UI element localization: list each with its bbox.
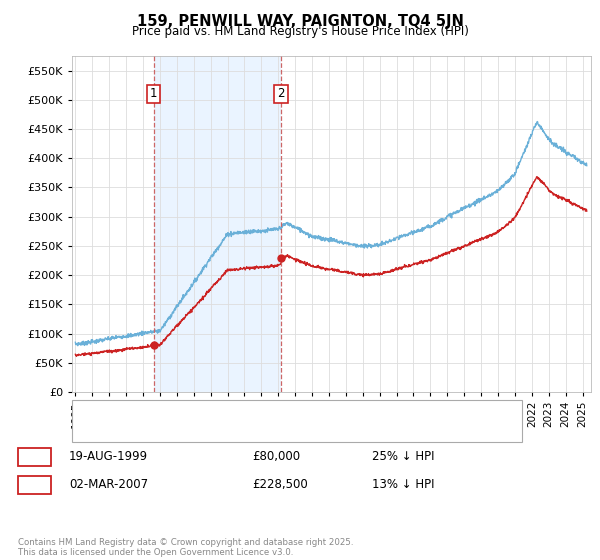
Text: 1: 1 — [31, 450, 38, 464]
Text: 19-AUG-1999: 19-AUG-1999 — [69, 450, 148, 464]
Text: 02-MAR-2007: 02-MAR-2007 — [69, 478, 148, 492]
Text: HPI: Average price, detached house, Torbay: HPI: Average price, detached house, Torb… — [111, 424, 338, 435]
Text: £228,500: £228,500 — [252, 478, 308, 492]
Text: 2: 2 — [31, 478, 38, 492]
Text: 2: 2 — [277, 87, 285, 100]
Text: 1: 1 — [150, 87, 157, 100]
Text: Price paid vs. HM Land Registry's House Price Index (HPI): Price paid vs. HM Land Registry's House … — [131, 25, 469, 38]
Text: Contains HM Land Registry data © Crown copyright and database right 2025.
This d: Contains HM Land Registry data © Crown c… — [18, 538, 353, 557]
Text: 13% ↓ HPI: 13% ↓ HPI — [372, 478, 434, 492]
Text: 159, PENWILL WAY, PAIGNTON, TQ4 5JN: 159, PENWILL WAY, PAIGNTON, TQ4 5JN — [137, 14, 463, 29]
Text: 159, PENWILL WAY, PAIGNTON, TQ4 5JN (detached house): 159, PENWILL WAY, PAIGNTON, TQ4 5JN (det… — [111, 408, 412, 418]
Text: 25% ↓ HPI: 25% ↓ HPI — [372, 450, 434, 464]
Bar — [154, 56, 281, 392]
Text: £80,000: £80,000 — [252, 450, 300, 464]
